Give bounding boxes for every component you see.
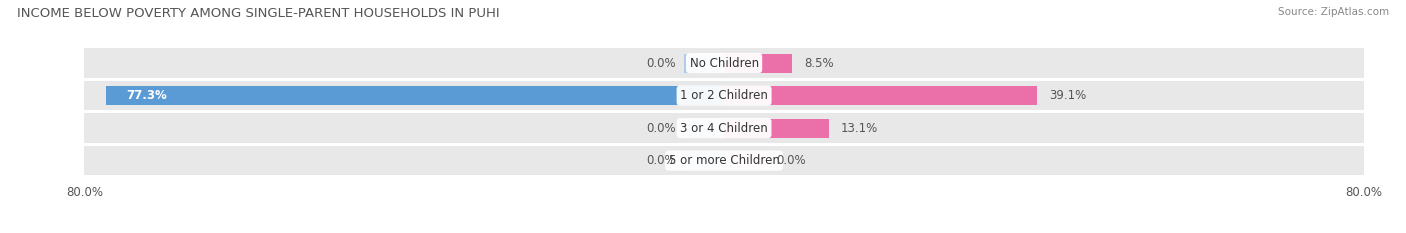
Bar [105,86,724,105]
Text: 1 or 2 Children: 1 or 2 Children [681,89,768,102]
Bar [685,151,724,170]
Bar [685,119,724,137]
Bar [84,81,1364,110]
Text: 77.3%: 77.3% [127,89,167,102]
Text: 0.0%: 0.0% [647,122,676,135]
Text: 8.5%: 8.5% [804,57,834,70]
Bar [724,151,763,170]
Bar [685,54,724,72]
Bar [84,146,1364,175]
Text: 3 or 4 Children: 3 or 4 Children [681,122,768,135]
Bar [724,119,830,137]
Text: Source: ZipAtlas.com: Source: ZipAtlas.com [1278,7,1389,17]
Text: 0.0%: 0.0% [647,154,676,167]
Text: 5 or more Children: 5 or more Children [669,154,779,167]
Text: 0.0%: 0.0% [647,57,676,70]
Text: INCOME BELOW POVERTY AMONG SINGLE-PARENT HOUSEHOLDS IN PUHI: INCOME BELOW POVERTY AMONG SINGLE-PARENT… [17,7,499,20]
Legend: Single Father, Single Mother: Single Father, Single Mother [619,230,830,233]
Bar [724,86,1036,105]
Bar [84,48,1364,78]
Text: No Children: No Children [689,57,759,70]
Text: 0.0%: 0.0% [776,154,806,167]
Text: 39.1%: 39.1% [1049,89,1085,102]
Bar [84,113,1364,143]
Text: 13.1%: 13.1% [841,122,879,135]
Bar [724,54,792,72]
